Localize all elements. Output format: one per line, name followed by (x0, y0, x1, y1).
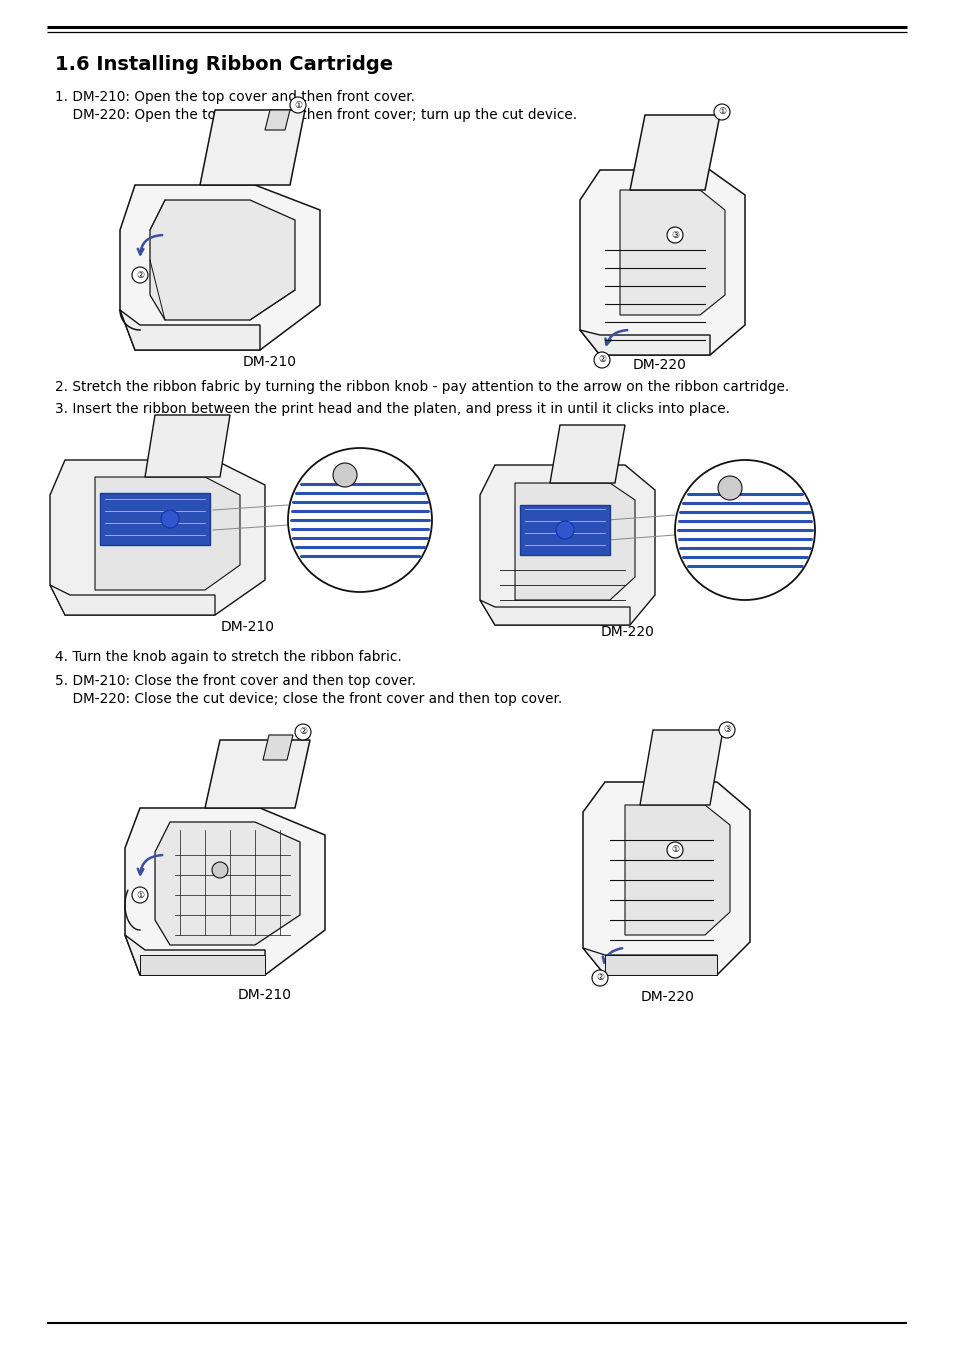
Polygon shape (95, 477, 240, 590)
Polygon shape (550, 425, 624, 483)
Text: ①: ① (135, 891, 144, 899)
Polygon shape (265, 109, 290, 130)
Text: DM-220: Open the top cover and then front cover; turn up the cut device.: DM-220: Open the top cover and then fron… (55, 108, 577, 122)
Circle shape (290, 97, 306, 113)
Text: 2. Stretch the ribbon fabric by turning the ribbon knob - pay attention to the a: 2. Stretch the ribbon fabric by turning … (55, 379, 788, 394)
Text: DM-210: DM-210 (237, 988, 292, 1002)
Polygon shape (479, 464, 655, 625)
Polygon shape (125, 809, 325, 975)
Polygon shape (624, 805, 729, 936)
Circle shape (132, 887, 148, 903)
Polygon shape (619, 190, 724, 315)
Text: 4. Turn the knob again to stretch the ribbon fabric.: 4. Turn the knob again to stretch the ri… (55, 649, 401, 664)
Text: ③: ③ (670, 231, 679, 239)
Circle shape (592, 971, 607, 986)
Text: ②: ② (298, 728, 307, 737)
Polygon shape (519, 505, 609, 555)
Text: 1.6 Installing Ribbon Cartridge: 1.6 Installing Ribbon Cartridge (55, 55, 393, 74)
Polygon shape (125, 936, 265, 975)
Text: DM-220: Close the cut device; close the front cover and then top cover.: DM-220: Close the cut device; close the … (55, 693, 561, 706)
Circle shape (556, 521, 574, 539)
Polygon shape (579, 329, 709, 355)
Polygon shape (479, 599, 629, 625)
Text: 3. Insert the ribbon between the print head and the platen, and press it in unti: 3. Insert the ribbon between the print h… (55, 402, 729, 416)
Text: ①: ① (670, 845, 679, 855)
Circle shape (333, 463, 356, 487)
Polygon shape (205, 740, 310, 809)
Polygon shape (120, 185, 319, 350)
Circle shape (713, 104, 729, 120)
Circle shape (294, 724, 311, 740)
Polygon shape (515, 483, 635, 599)
Circle shape (161, 510, 179, 528)
Polygon shape (50, 460, 265, 616)
Polygon shape (154, 822, 299, 945)
Polygon shape (579, 170, 744, 355)
Circle shape (675, 460, 814, 599)
Text: DM-210: DM-210 (221, 620, 274, 634)
Text: DM-210: DM-210 (243, 355, 296, 369)
Circle shape (212, 863, 228, 878)
Circle shape (666, 227, 682, 243)
Circle shape (594, 352, 609, 369)
Polygon shape (140, 954, 265, 975)
Circle shape (718, 477, 741, 500)
Polygon shape (604, 954, 717, 975)
Polygon shape (200, 109, 305, 185)
Circle shape (132, 267, 148, 284)
Text: ②: ② (598, 355, 605, 364)
Polygon shape (50, 585, 214, 616)
Text: DM-220: DM-220 (640, 990, 694, 1004)
Polygon shape (120, 310, 260, 350)
Text: DM-220: DM-220 (633, 358, 686, 373)
Text: 5. DM-210: Close the front cover and then top cover.: 5. DM-210: Close the front cover and the… (55, 674, 416, 688)
Polygon shape (582, 948, 717, 975)
Text: ①: ① (718, 108, 725, 116)
Text: ②: ② (135, 270, 144, 279)
Polygon shape (629, 115, 720, 190)
Polygon shape (639, 730, 722, 805)
Polygon shape (145, 414, 230, 477)
Text: ③: ③ (722, 725, 730, 734)
Text: 1. DM-210: Open the top cover and then front cover.: 1. DM-210: Open the top cover and then f… (55, 90, 415, 104)
Circle shape (288, 448, 432, 593)
Text: ②: ② (596, 973, 603, 983)
Circle shape (719, 722, 734, 738)
Polygon shape (150, 200, 294, 320)
Circle shape (666, 842, 682, 859)
Text: DM-220: DM-220 (600, 625, 655, 639)
Polygon shape (100, 493, 210, 545)
Polygon shape (582, 782, 749, 975)
Text: ①: ① (294, 100, 302, 109)
Polygon shape (263, 734, 293, 760)
